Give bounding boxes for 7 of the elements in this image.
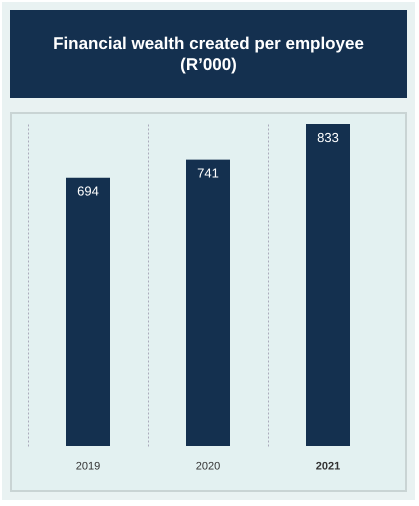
x-tick-label: 2020 [196, 460, 220, 472]
data-label: 694 [77, 184, 99, 199]
x-tick-label: 2021 [316, 460, 340, 472]
chart-title: Financial wealth created per employee (R’000) [10, 10, 407, 98]
data-label: 833 [317, 130, 339, 145]
data-label: 741 [197, 166, 219, 181]
x-tick-label: 2019 [76, 460, 100, 472]
